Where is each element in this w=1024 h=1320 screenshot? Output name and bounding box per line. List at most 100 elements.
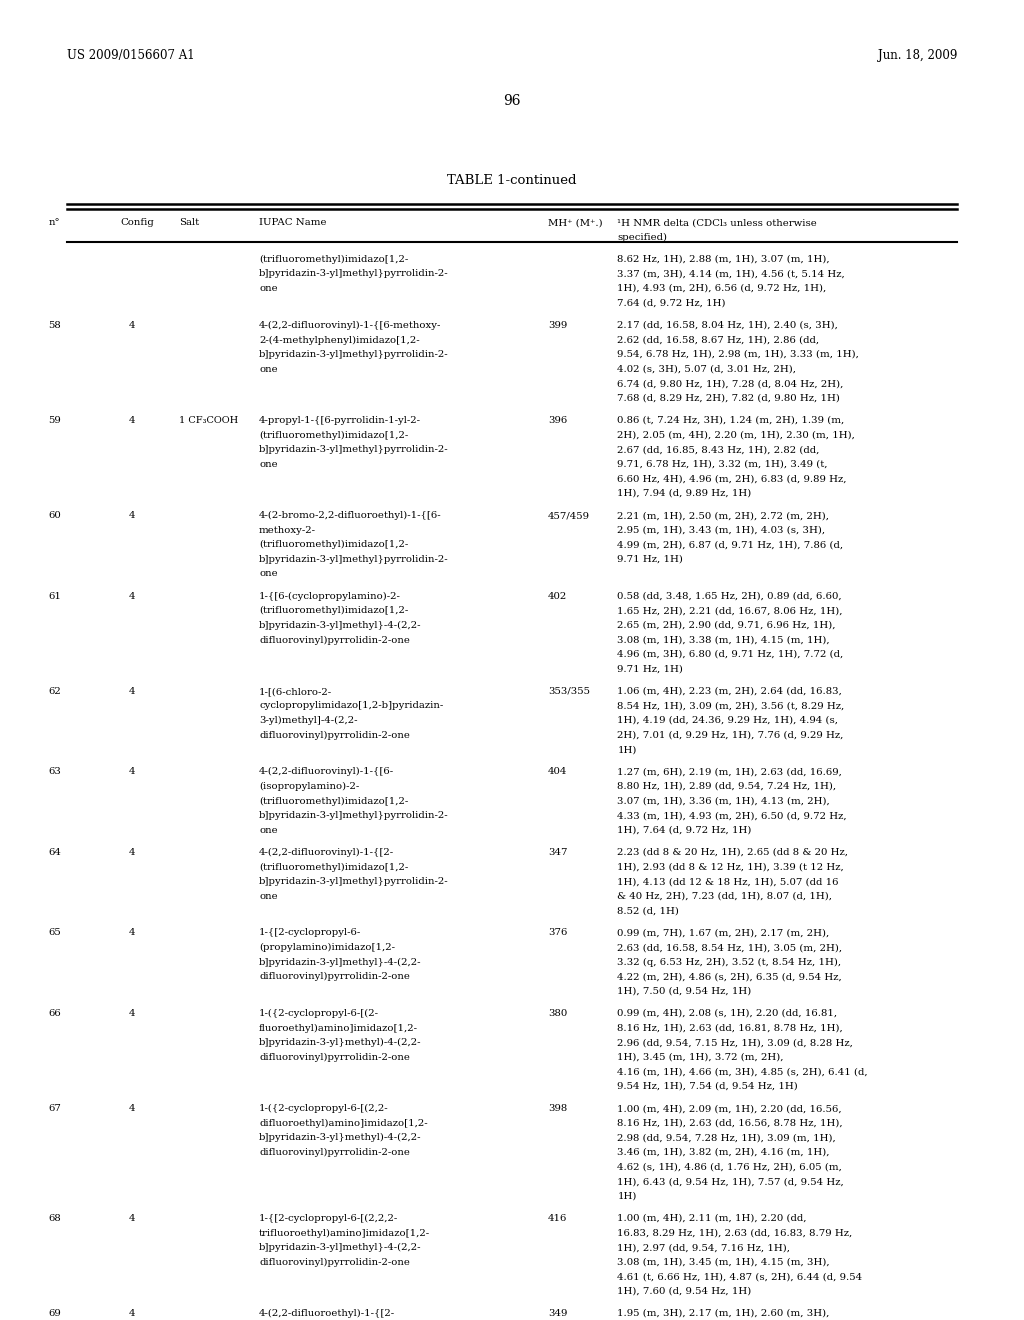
Text: 4-(2,2-difluorovinyl)-1-{[6-methoxy-: 4-(2,2-difluorovinyl)-1-{[6-methoxy-: [259, 321, 441, 330]
Text: 1-{[2-cyclopropyl-6-: 1-{[2-cyclopropyl-6-: [259, 928, 361, 937]
Text: one: one: [259, 569, 278, 578]
Text: 4: 4: [129, 591, 135, 601]
Text: 2.98 (dd, 9.54, 7.28 Hz, 1H), 3.09 (m, 1H),: 2.98 (dd, 9.54, 7.28 Hz, 1H), 3.09 (m, 1…: [617, 1134, 837, 1142]
Text: & 40 Hz, 2H), 7.23 (dd, 1H), 8.07 (d, 1H),: & 40 Hz, 2H), 7.23 (dd, 1H), 8.07 (d, 1H…: [617, 892, 833, 900]
Text: 4.62 (s, 1H), 4.86 (d, 1.76 Hz, 2H), 6.05 (m,: 4.62 (s, 1H), 4.86 (d, 1.76 Hz, 2H), 6.0…: [617, 1163, 843, 1172]
Text: difluorovinyl)pyrrolidin-2-one: difluorovinyl)pyrrolidin-2-one: [259, 973, 410, 981]
Text: 64: 64: [48, 847, 61, 857]
Text: 1-({2-cyclopropyl-6-[(2,2-: 1-({2-cyclopropyl-6-[(2,2-: [259, 1104, 389, 1113]
Text: b]pyridazin-3-yl]methyl}pyrrolidin-2-: b]pyridazin-3-yl]methyl}pyrrolidin-2-: [259, 445, 449, 454]
Text: 4.22 (m, 2H), 4.86 (s, 2H), 6.35 (d, 9.54 Hz,: 4.22 (m, 2H), 4.86 (s, 2H), 6.35 (d, 9.5…: [617, 973, 842, 981]
Text: b]pyridazin-3-yl]methyl}pyrrolidin-2-: b]pyridazin-3-yl]methyl}pyrrolidin-2-: [259, 554, 449, 564]
Text: 1.95 (m, 3H), 2.17 (m, 1H), 2.60 (m, 3H),: 1.95 (m, 3H), 2.17 (m, 1H), 2.60 (m, 3H)…: [617, 1309, 829, 1319]
Text: 62: 62: [48, 686, 60, 696]
Text: 347: 347: [548, 847, 567, 857]
Text: 1H): 1H): [617, 744, 637, 754]
Text: 1-({2-cyclopropyl-6-[(2-: 1-({2-cyclopropyl-6-[(2-: [259, 1008, 379, 1018]
Text: 3.07 (m, 1H), 3.36 (m, 1H), 4.13 (m, 2H),: 3.07 (m, 1H), 3.36 (m, 1H), 4.13 (m, 2H)…: [617, 796, 830, 805]
Text: b]pyridazin-3-yl]methyl}pyrrolidin-2-: b]pyridazin-3-yl]methyl}pyrrolidin-2-: [259, 876, 449, 886]
Text: difluorovinyl)pyrrolidin-2-one: difluorovinyl)pyrrolidin-2-one: [259, 1053, 410, 1061]
Text: 4-(2,2-difluoroethyl)-1-{[2-: 4-(2,2-difluoroethyl)-1-{[2-: [259, 1309, 395, 1319]
Text: 9.54 Hz, 1H), 7.54 (d, 9.54 Hz, 1H): 9.54 Hz, 1H), 7.54 (d, 9.54 Hz, 1H): [617, 1082, 799, 1090]
Text: Config: Config: [121, 218, 155, 227]
Text: cyclopropylimidazo[1,2-b]pyridazin-: cyclopropylimidazo[1,2-b]pyridazin-: [259, 701, 443, 710]
Text: 4-(2-bromo-2,2-difluoroethyl)-1-{[6-: 4-(2-bromo-2,2-difluoroethyl)-1-{[6-: [259, 511, 441, 520]
Text: 1H), 7.60 (d, 9.54 Hz, 1H): 1H), 7.60 (d, 9.54 Hz, 1H): [617, 1287, 752, 1296]
Text: one: one: [259, 892, 278, 900]
Text: 398: 398: [548, 1104, 567, 1113]
Text: 9.71 Hz, 1H): 9.71 Hz, 1H): [617, 664, 683, 673]
Text: 376: 376: [548, 928, 567, 937]
Text: 65: 65: [48, 928, 60, 937]
Text: 380: 380: [548, 1008, 567, 1018]
Text: 2.21 (m, 1H), 2.50 (m, 2H), 2.72 (m, 2H),: 2.21 (m, 1H), 2.50 (m, 2H), 2.72 (m, 2H)…: [617, 511, 829, 520]
Text: 3.46 (m, 1H), 3.82 (m, 2H), 4.16 (m, 1H),: 3.46 (m, 1H), 3.82 (m, 2H), 4.16 (m, 1H)…: [617, 1148, 830, 1156]
Text: 8.52 (d, 1H): 8.52 (d, 1H): [617, 907, 679, 915]
Text: 6.60 Hz, 4H), 4.96 (m, 2H), 6.83 (d, 9.89 Hz,: 6.60 Hz, 4H), 4.96 (m, 2H), 6.83 (d, 9.8…: [617, 474, 847, 483]
Text: TABLE 1-continued: TABLE 1-continued: [447, 174, 577, 186]
Text: specified): specified): [617, 232, 668, 242]
Text: difluorovinyl)pyrrolidin-2-one: difluorovinyl)pyrrolidin-2-one: [259, 730, 410, 739]
Text: 60: 60: [48, 511, 60, 520]
Text: (trifluoromethyl)imidazo[1,2-: (trifluoromethyl)imidazo[1,2-: [259, 255, 409, 264]
Text: 4.96 (m, 3H), 6.80 (d, 9.71 Hz, 1H), 7.72 (d,: 4.96 (m, 3H), 6.80 (d, 9.71 Hz, 1H), 7.7…: [617, 649, 844, 659]
Text: 8.62 Hz, 1H), 2.88 (m, 1H), 3.07 (m, 1H),: 8.62 Hz, 1H), 2.88 (m, 1H), 3.07 (m, 1H)…: [617, 255, 830, 264]
Text: 96: 96: [503, 95, 521, 108]
Text: 8.54 Hz, 1H), 3.09 (m, 2H), 3.56 (t, 8.29 Hz,: 8.54 Hz, 1H), 3.09 (m, 2H), 3.56 (t, 8.2…: [617, 701, 845, 710]
Text: 68: 68: [48, 1214, 60, 1222]
Text: 1H), 7.50 (d, 9.54 Hz, 1H): 1H), 7.50 (d, 9.54 Hz, 1H): [617, 987, 752, 995]
Text: 9.71, 6.78 Hz, 1H), 3.32 (m, 1H), 3.49 (t,: 9.71, 6.78 Hz, 1H), 3.32 (m, 1H), 3.49 (…: [617, 459, 828, 469]
Text: US 2009/0156607 A1: US 2009/0156607 A1: [67, 49, 195, 62]
Text: 4-(2,2-difluorovinyl)-1-{[6-: 4-(2,2-difluorovinyl)-1-{[6-: [259, 767, 394, 776]
Text: 7.64 (d, 9.72 Hz, 1H): 7.64 (d, 9.72 Hz, 1H): [617, 298, 726, 308]
Text: one: one: [259, 284, 278, 293]
Text: (trifluoromethyl)imidazo[1,2-: (trifluoromethyl)imidazo[1,2-: [259, 796, 409, 805]
Text: Salt: Salt: [179, 218, 200, 227]
Text: b]pyridazin-3-yl]methyl}pyrrolidin-2-: b]pyridazin-3-yl]methyl}pyrrolidin-2-: [259, 810, 449, 820]
Text: MH⁺ (M⁺.): MH⁺ (M⁺.): [548, 218, 602, 227]
Text: 396: 396: [548, 416, 567, 425]
Text: 349: 349: [548, 1309, 567, 1319]
Text: 2H), 7.01 (d, 9.29 Hz, 1H), 7.76 (d, 9.29 Hz,: 2H), 7.01 (d, 9.29 Hz, 1H), 7.76 (d, 9.2…: [617, 730, 844, 739]
Text: 0.86 (t, 7.24 Hz, 3H), 1.24 (m, 2H), 1.39 (m,: 0.86 (t, 7.24 Hz, 3H), 1.24 (m, 2H), 1.3…: [617, 416, 845, 425]
Text: 4.16 (m, 1H), 4.66 (m, 3H), 4.85 (s, 2H), 6.41 (d,: 4.16 (m, 1H), 4.66 (m, 3H), 4.85 (s, 2H)…: [617, 1068, 868, 1076]
Text: 0.58 (dd, 3.48, 1.65 Hz, 2H), 0.89 (dd, 6.60,: 0.58 (dd, 3.48, 1.65 Hz, 2H), 0.89 (dd, …: [617, 591, 842, 601]
Text: 1.00 (m, 4H), 2.11 (m, 1H), 2.20 (dd,: 1.00 (m, 4H), 2.11 (m, 1H), 2.20 (dd,: [617, 1214, 807, 1222]
Text: 7.68 (d, 8.29 Hz, 2H), 7.82 (d, 9.80 Hz, 1H): 7.68 (d, 8.29 Hz, 2H), 7.82 (d, 9.80 Hz,…: [617, 393, 841, 403]
Text: 2.62 (dd, 16.58, 8.67 Hz, 1H), 2.86 (dd,: 2.62 (dd, 16.58, 8.67 Hz, 1H), 2.86 (dd,: [617, 335, 819, 345]
Text: 2-(4-methylphenyl)imidazo[1,2-: 2-(4-methylphenyl)imidazo[1,2-: [259, 335, 420, 345]
Text: 61: 61: [48, 591, 61, 601]
Text: 1H), 7.94 (d, 9.89 Hz, 1H): 1H), 7.94 (d, 9.89 Hz, 1H): [617, 488, 752, 498]
Text: 1H), 7.64 (d, 9.72 Hz, 1H): 1H), 7.64 (d, 9.72 Hz, 1H): [617, 826, 752, 834]
Text: 457/459: 457/459: [548, 511, 590, 520]
Text: 2.65 (m, 2H), 2.90 (dd, 9.71, 6.96 Hz, 1H),: 2.65 (m, 2H), 2.90 (dd, 9.71, 6.96 Hz, 1…: [617, 620, 836, 630]
Text: 4: 4: [129, 686, 135, 696]
Text: b]pyridazin-3-yl]methyl}-4-(2,2-: b]pyridazin-3-yl]methyl}-4-(2,2-: [259, 957, 422, 966]
Text: (isopropylamino)-2-: (isopropylamino)-2-: [259, 781, 359, 791]
Text: one: one: [259, 826, 278, 834]
Text: 2.96 (dd, 9.54, 7.15 Hz, 1H), 3.09 (d, 8.28 Hz,: 2.96 (dd, 9.54, 7.15 Hz, 1H), 3.09 (d, 8…: [617, 1039, 853, 1047]
Text: 16.83, 8.29 Hz, 1H), 2.63 (dd, 16.83, 8.79 Hz,: 16.83, 8.29 Hz, 1H), 2.63 (dd, 16.83, 8.…: [617, 1229, 853, 1237]
Text: 1H), 4.13 (dd 12 & 18 Hz, 1H), 5.07 (dd 16: 1H), 4.13 (dd 12 & 18 Hz, 1H), 5.07 (dd …: [617, 876, 839, 886]
Text: b]pyridazin-3-yl]methyl}pyrrolidin-2-: b]pyridazin-3-yl]methyl}pyrrolidin-2-: [259, 269, 449, 279]
Text: 3.32 (q, 6.53 Hz, 2H), 3.52 (t, 8.54 Hz, 1H),: 3.32 (q, 6.53 Hz, 2H), 3.52 (t, 8.54 Hz,…: [617, 957, 842, 966]
Text: 2.23 (dd 8 & 20 Hz, 1H), 2.65 (dd 8 & 20 Hz,: 2.23 (dd 8 & 20 Hz, 1H), 2.65 (dd 8 & 20…: [617, 847, 849, 857]
Text: difluorovinyl)pyrrolidin-2-one: difluorovinyl)pyrrolidin-2-one: [259, 1148, 410, 1158]
Text: 9.54, 6.78 Hz, 1H), 2.98 (m, 1H), 3.33 (m, 1H),: 9.54, 6.78 Hz, 1H), 2.98 (m, 1H), 3.33 (…: [617, 350, 859, 359]
Text: 8.80 Hz, 1H), 2.89 (dd, 9.54, 7.24 Hz, 1H),: 8.80 Hz, 1H), 2.89 (dd, 9.54, 7.24 Hz, 1…: [617, 781, 837, 791]
Text: 4-propyl-1-{[6-pyrrolidin-1-yl-2-: 4-propyl-1-{[6-pyrrolidin-1-yl-2-: [259, 416, 421, 425]
Text: 416: 416: [548, 1214, 567, 1222]
Text: 1.27 (m, 6H), 2.19 (m, 1H), 2.63 (dd, 16.69,: 1.27 (m, 6H), 2.19 (m, 1H), 2.63 (dd, 16…: [617, 767, 843, 776]
Text: (trifluoromethyl)imidazo[1,2-: (trifluoromethyl)imidazo[1,2-: [259, 430, 409, 440]
Text: trifluoroethyl)amino]imidazo[1,2-: trifluoroethyl)amino]imidazo[1,2-: [259, 1229, 430, 1238]
Text: b]pyridazin-3-yl}methyl)-4-(2,2-: b]pyridazin-3-yl}methyl)-4-(2,2-: [259, 1039, 422, 1047]
Text: 1.06 (m, 4H), 2.23 (m, 2H), 2.64 (dd, 16.83,: 1.06 (m, 4H), 2.23 (m, 2H), 2.64 (dd, 16…: [617, 686, 843, 696]
Text: 4: 4: [129, 767, 135, 776]
Text: 4.33 (m, 1H), 4.93 (m, 2H), 6.50 (d, 9.72 Hz,: 4.33 (m, 1H), 4.93 (m, 2H), 6.50 (d, 9.7…: [617, 810, 847, 820]
Text: b]pyridazin-3-yl]methyl}-4-(2,2-: b]pyridazin-3-yl]methyl}-4-(2,2-: [259, 1243, 422, 1253]
Text: 353/355: 353/355: [548, 686, 590, 696]
Text: 6.74 (d, 9.80 Hz, 1H), 7.28 (d, 8.04 Hz, 2H),: 6.74 (d, 9.80 Hz, 1H), 7.28 (d, 8.04 Hz,…: [617, 379, 844, 388]
Text: 3.37 (m, 3H), 4.14 (m, 1H), 4.56 (t, 5.14 Hz,: 3.37 (m, 3H), 4.14 (m, 1H), 4.56 (t, 5.1…: [617, 269, 845, 279]
Text: 59: 59: [48, 416, 60, 425]
Text: 67: 67: [48, 1104, 61, 1113]
